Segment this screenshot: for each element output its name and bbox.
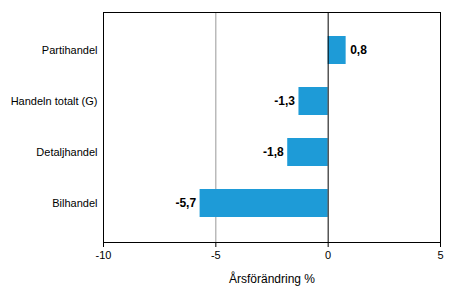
svg-text:0: 0 — [325, 249, 331, 261]
svg-text:Bilhandel: Bilhandel — [52, 197, 97, 209]
svg-text:-1,8: -1,8 — [263, 145, 284, 159]
svg-text:-1,3: -1,3 — [274, 94, 295, 108]
svg-text:Årsförändring %: Årsförändring % — [229, 271, 315, 286]
svg-text:Handeln totalt (G): Handeln totalt (G) — [11, 95, 98, 107]
svg-text:-5,7: -5,7 — [175, 196, 196, 210]
svg-text:Partihandel: Partihandel — [42, 44, 98, 56]
svg-text:-10: -10 — [96, 249, 112, 261]
svg-text:-5: -5 — [211, 249, 221, 261]
svg-text:Detaljhandel: Detaljhandel — [36, 146, 97, 158]
svg-text:5: 5 — [437, 249, 443, 261]
svg-text:0,8: 0,8 — [350, 43, 367, 57]
